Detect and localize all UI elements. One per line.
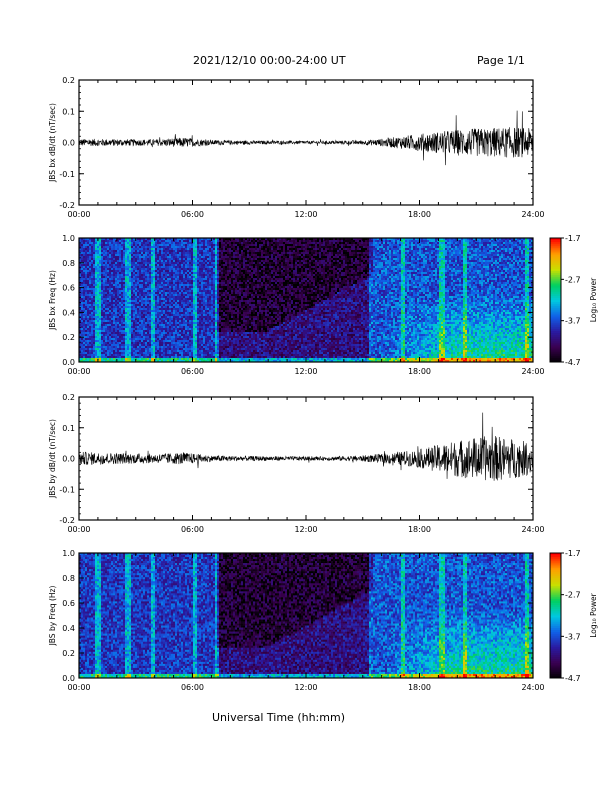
y-tick-label: -0.2 xyxy=(59,516,75,525)
x-tick-label: 06:00 xyxy=(181,683,204,692)
y-tick-label: 0.6 xyxy=(62,599,75,608)
colorbar-tick-label: -1.7 xyxy=(565,234,581,243)
x-tick-label: 12:00 xyxy=(294,367,317,376)
colorbar-tick-label: -2.7 xyxy=(565,591,581,600)
x-tick-label: 00:00 xyxy=(67,210,90,219)
colorbar-tick-label: -4.7 xyxy=(565,358,581,367)
y-tick-label: 0.0 xyxy=(62,455,75,464)
x-tick-label: 12:00 xyxy=(294,525,317,534)
y-tick-label: 0.0 xyxy=(62,358,75,367)
x-axis-title: Universal Time (hh:mm) xyxy=(212,711,345,724)
y-axis-label: JBS by Freq (Hz) xyxy=(48,586,57,647)
x-tick-label: 00:00 xyxy=(67,683,90,692)
heatmap-cells xyxy=(79,553,534,679)
x-tick-label: 24:00 xyxy=(521,367,544,376)
x-tick-label: 12:00 xyxy=(294,210,317,219)
y-tick-label: 0.6 xyxy=(62,284,75,293)
y-tick-label: 0.0 xyxy=(62,139,75,148)
series-line xyxy=(78,110,534,166)
x-tick-label: 06:00 xyxy=(181,367,204,376)
y-tick-label: 1.0 xyxy=(62,234,75,243)
y-tick-label: 0.2 xyxy=(62,76,75,85)
y-tick-label: 0.2 xyxy=(62,333,75,342)
colorbar-tick-label: -3.7 xyxy=(565,317,581,326)
colorbar-label: Log₁₀ Power xyxy=(589,592,598,637)
colorbar xyxy=(550,553,561,679)
y-tick-label: 0.4 xyxy=(62,308,75,317)
y-tick-label: 0.0 xyxy=(62,674,75,683)
colorbar-tick-label: -4.7 xyxy=(565,674,581,683)
page-number: Page 1/1 xyxy=(477,54,525,67)
y-tick-label: -0.1 xyxy=(59,485,75,494)
colorbar-tick-label: -3.7 xyxy=(565,632,581,641)
y-tick-label: 0.1 xyxy=(62,424,75,433)
x-tick-label: 24:00 xyxy=(521,210,544,219)
y-tick-label: 0.2 xyxy=(62,649,75,658)
colorbar xyxy=(550,238,561,363)
y-tick-label: 0.1 xyxy=(62,107,75,116)
colorbar-tick-label: -1.7 xyxy=(565,549,581,558)
x-tick-label: 18:00 xyxy=(408,210,431,219)
x-tick-label: 00:00 xyxy=(67,525,90,534)
heatmap-cells xyxy=(79,238,534,363)
y-axis-label: JBS bx dB/dt (nT/sec) xyxy=(48,103,57,183)
series-line xyxy=(78,412,534,481)
y-tick-label: 1.0 xyxy=(62,549,75,558)
colorbar-frame xyxy=(549,552,562,679)
x-tick-label: 06:00 xyxy=(181,525,204,534)
y-axis-label: JBS by dB/dt (nT/sec) xyxy=(48,419,57,499)
y-tick-label: 0.4 xyxy=(62,624,75,633)
y-tick-label: 0.8 xyxy=(62,574,75,583)
y-axis-label: JBS bx Freq (Hz) xyxy=(48,270,57,331)
page-title: 2021/12/10 00:00-24:00 UT xyxy=(193,54,346,67)
x-tick-label: 24:00 xyxy=(521,683,544,692)
y-tick-label: -0.1 xyxy=(59,170,75,179)
colorbar-label: Log₁₀ Power xyxy=(589,277,598,322)
x-tick-label: 24:00 xyxy=(521,525,544,534)
x-tick-label: 18:00 xyxy=(408,525,431,534)
x-tick-label: 00:00 xyxy=(67,367,90,376)
x-tick-label: 12:00 xyxy=(294,683,317,692)
y-tick-label: 0.2 xyxy=(62,393,75,402)
x-tick-label: 18:00 xyxy=(408,683,431,692)
x-tick-label: 06:00 xyxy=(181,210,204,219)
colorbar-frame xyxy=(549,237,562,363)
x-tick-label: 18:00 xyxy=(408,367,431,376)
y-tick-label: -0.2 xyxy=(59,201,75,210)
colorbar-tick-label: -2.7 xyxy=(565,275,581,284)
y-tick-label: 0.8 xyxy=(62,259,75,268)
